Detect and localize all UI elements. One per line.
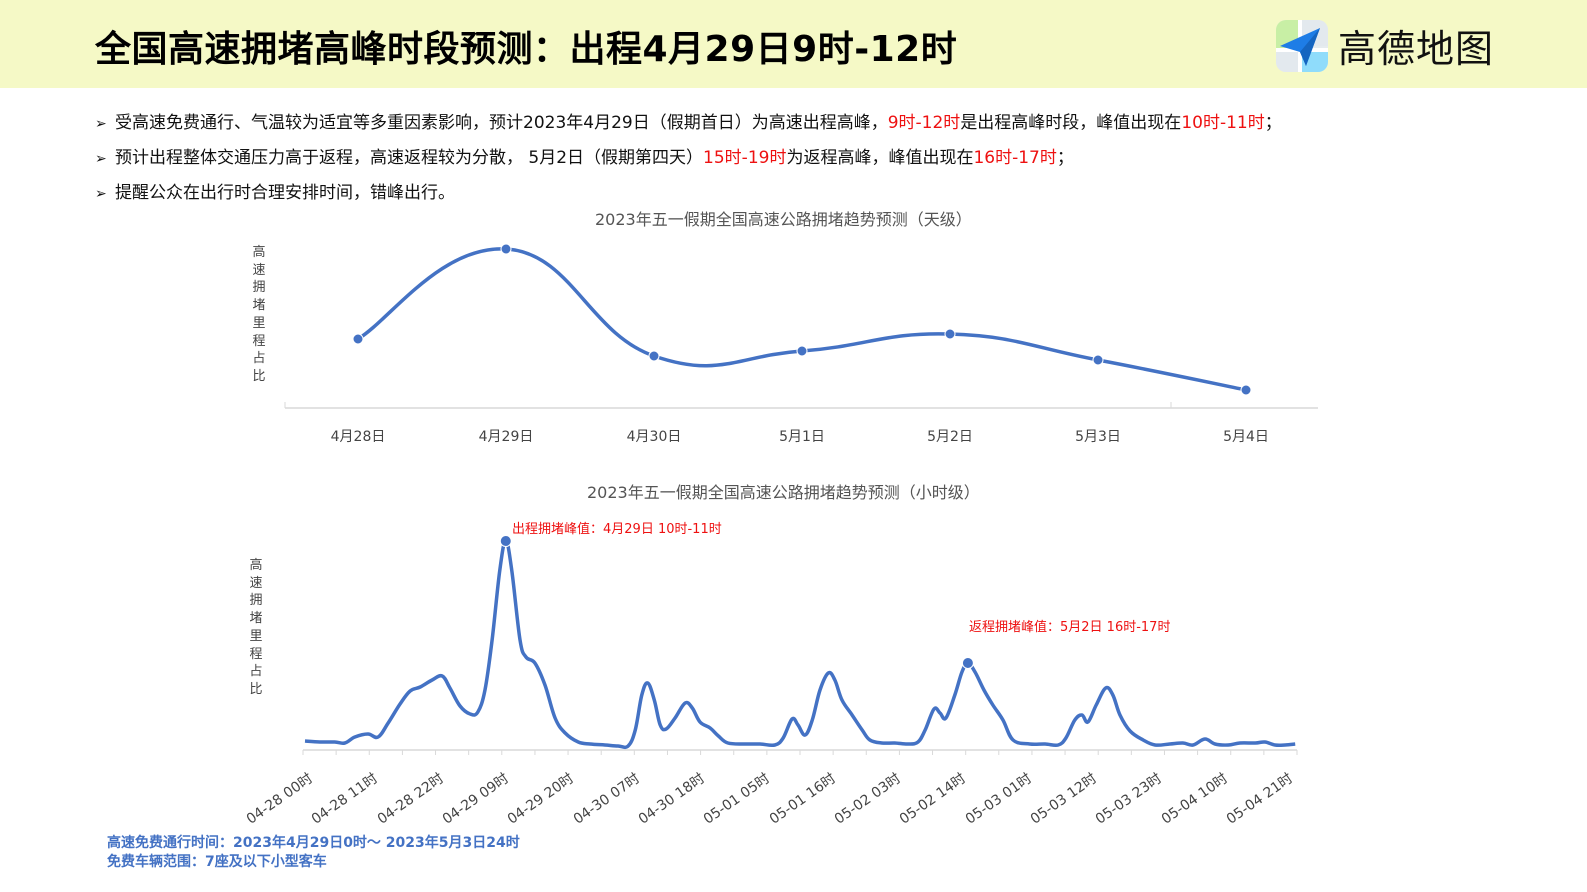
highlight-text: 15时-19时: [703, 148, 787, 168]
highlight-text: 16时-17时: [973, 148, 1057, 168]
bullet-text: 提醒公众在出行时合理安排时间，错峰出行。: [115, 183, 455, 203]
data-point-marker: [648, 350, 660, 362]
data-point-marker: [1092, 354, 1104, 366]
data-point-marker: [352, 333, 364, 345]
bullet-text: 是出程高峰时段，峰值出现在: [960, 113, 1182, 133]
bullet-text: ；: [1056, 148, 1074, 168]
data-point-marker: [500, 243, 512, 255]
data-point-marker: [944, 328, 956, 340]
header-banner: 全国高速拥堵高峰时段预测：出程4月29日9时-12时 高德地图: [0, 0, 1587, 88]
bullet-text: 为返程高峰，峰值出现在: [786, 148, 974, 168]
bullet-item: ➢ 提醒公众在出行时合理安排时间，错峰出行。: [95, 180, 1282, 215]
paper-plane-map-icon: [1276, 19, 1328, 72]
x-tick-label: 4月30日: [626, 429, 682, 445]
data-point-marker: [796, 345, 808, 357]
daily-chart-ylabel: 高速拥堵里程占比: [252, 245, 266, 384]
x-tick-label: 4月28日: [330, 429, 386, 445]
logo-text: 高德地图: [1338, 27, 1495, 71]
bullet-item: ➢ 预计出程整体交通压力高于返程，高速返程较为分散， 5月2日（假期第四天）15时…: [95, 145, 1282, 180]
toll-free-note: 高速免费通行时间：2023年4月29日0时～ 2023年5月3日24时 免费车辆…: [107, 834, 520, 872]
highlight-text: 10时-11时: [1181, 113, 1265, 133]
data-point-marker: [1240, 384, 1252, 396]
hourly-chart-ylabel: 高速拥堵里程占比: [249, 558, 263, 697]
peak-marker: [499, 535, 512, 547]
page-title: 全国高速拥堵高峰时段预测：出程4月29日9时-12时: [95, 29, 958, 70]
bullet-item: ➢ 受高速免费通行、气温较为适宜等多重因素影响，预计2023年4月29日（假期首日…: [95, 110, 1282, 145]
x-tick-label: 5月4日: [1223, 429, 1269, 445]
daily-trend-line: [357, 247, 1247, 392]
hourly-trend-line: [304, 539, 1296, 750]
highlight-text: 9时-12时: [887, 113, 961, 133]
arrow-bullet-icon: ➢: [95, 151, 107, 167]
bullet-text: ；: [1264, 113, 1282, 133]
peak-marker: [961, 657, 974, 669]
x-tick-label: 5月1日: [779, 429, 825, 445]
return-peak-annotation: 返程拥堵峰值：5月2日 16时-17时: [969, 620, 1171, 635]
x-tick-label: 5月2日: [927, 429, 973, 445]
bullet-text: 受高速免费通行、气温较为适宜等多重因素影响，预计2023年4月29日（假期首日）…: [115, 113, 888, 133]
outbound-peak-annotation: 出程拥堵峰值：4月29日 10时-11时: [512, 522, 722, 537]
arrow-bullet-icon: ➢: [95, 186, 107, 202]
arrow-bullet-icon: ➢: [95, 116, 107, 132]
toll-free-vehicle-scope: 免费车辆范围：7座及以下小型客车: [107, 854, 327, 870]
x-tick-label: 4月29日: [478, 429, 534, 445]
bullet-text: 预计出程整体交通压力高于返程，高速返程较为分散， 5月2日（假期第四天）: [115, 148, 704, 168]
amap-logo: 高德地图: [1276, 18, 1494, 73]
toll-free-time: 高速免费通行时间：2023年4月29日0时～ 2023年5月3日24时: [107, 835, 520, 851]
hourly-chart-title: 2023年五一假期全国高速公路拥堵趋势预测（小时级）: [587, 483, 980, 502]
summary-bullets: ➢ 受高速免费通行、气温较为适宜等多重因素影响，预计2023年4月29日（假期首日…: [95, 110, 1282, 215]
daily-chart-title: 2023年五一假期全国高速公路拥堵趋势预测（天级）: [595, 210, 972, 229]
x-tick-label: 5月3日: [1075, 429, 1121, 445]
